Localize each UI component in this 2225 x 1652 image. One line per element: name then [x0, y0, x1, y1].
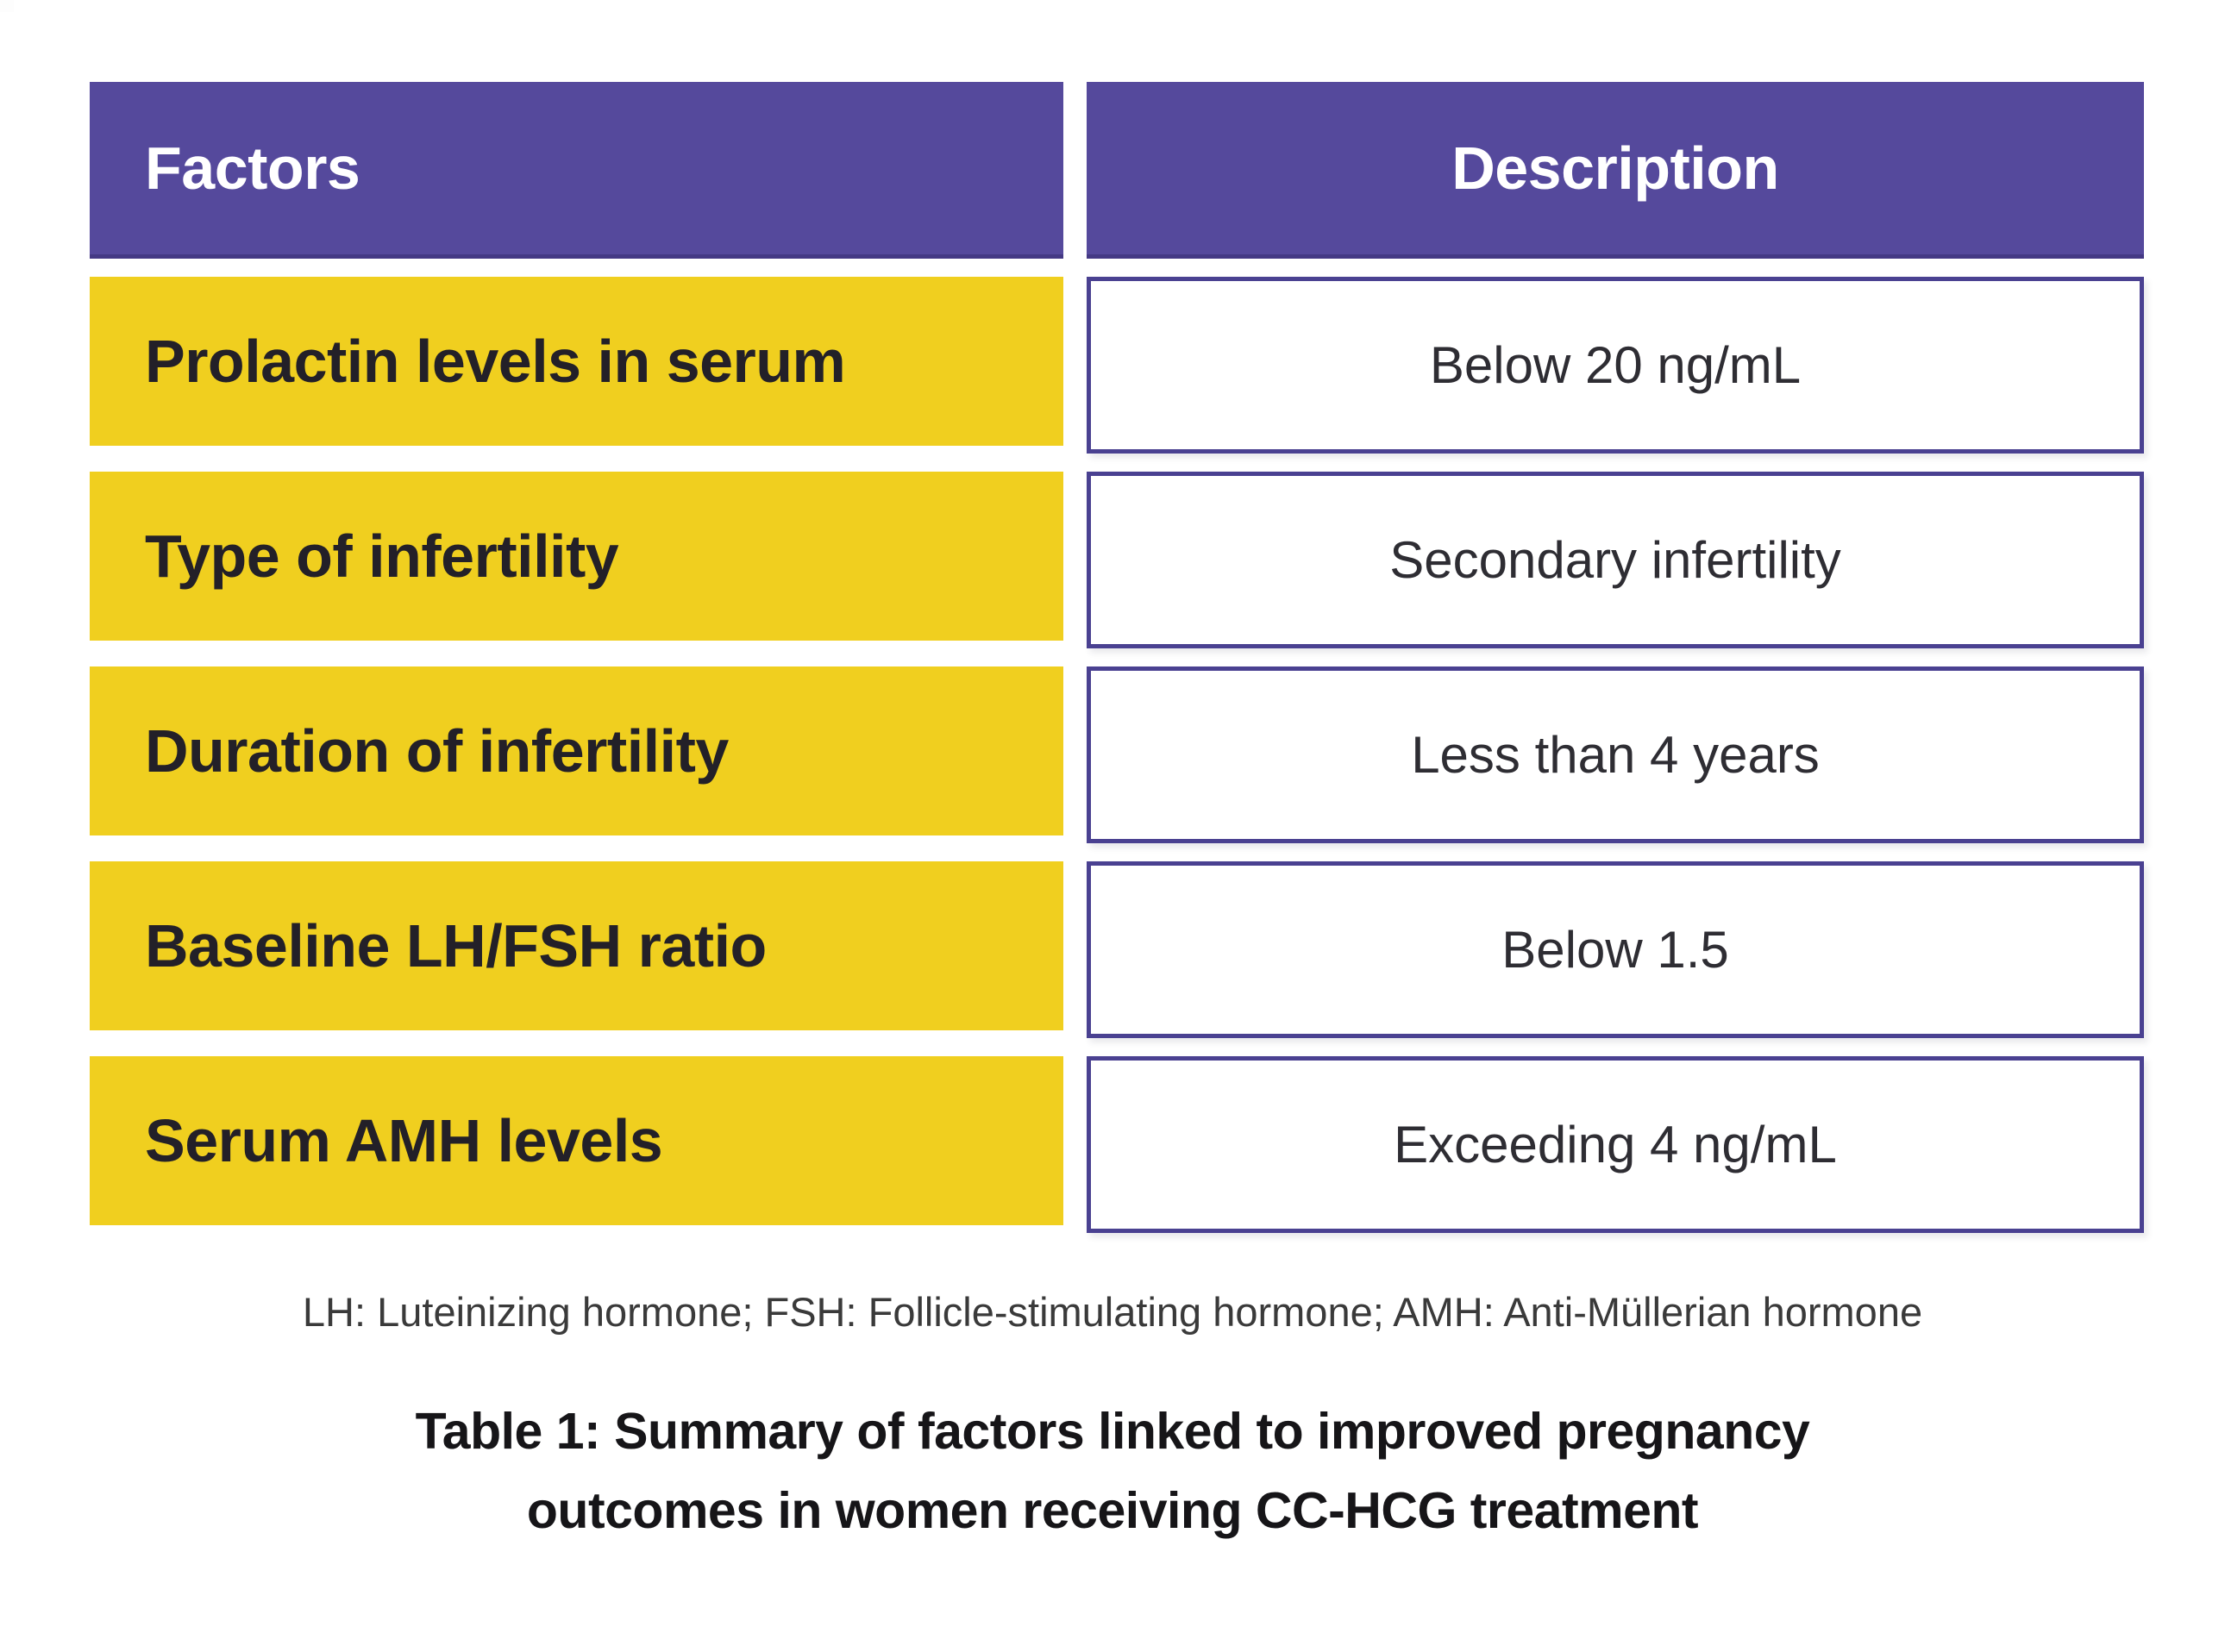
table-caption-line1: Table 1: Summary of factors linked to im…: [415, 1403, 1810, 1460]
factor-cell: Serum AMH levels: [90, 1056, 1063, 1225]
description-cell: Less than 4 years: [1087, 666, 2144, 843]
table-header-row: Factors Description: [90, 82, 2144, 259]
table-row: Prolactin levels in serum Below 20 ng/mL: [90, 277, 2144, 454]
factor-cell: Duration of infertility: [90, 666, 1063, 835]
description-cell: Exceeding 4 ng/mL: [1087, 1056, 2144, 1233]
table-row: Type of infertility Secondary infertilit…: [90, 472, 2144, 648]
description-cell: Below 20 ng/mL: [1087, 277, 2144, 454]
description-cell: Secondary infertility: [1087, 472, 2144, 648]
table-row: Baseline LH/FSH ratio Below 1.5: [90, 861, 2144, 1038]
header-cell-description: Description: [1087, 82, 2144, 259]
factor-cell: Type of infertility: [90, 472, 1063, 641]
table-row: Serum AMH levels Exceeding 4 ng/mL: [90, 1056, 2144, 1233]
header-cell-factors: Factors: [90, 82, 1063, 259]
description-cell: Below 1.5: [1087, 861, 2144, 1038]
table-caption-line2: outcomes in women receiving CC-HCG treat…: [526, 1482, 1699, 1539]
factor-cell: Baseline LH/FSH ratio: [90, 861, 1063, 1030]
corner-artifact: [0, 0, 14, 12]
table-caption: Table 1: Summary of factors linked to im…: [0, 1392, 2225, 1550]
abbreviations-footnote: LH: Luteinizing hormone; FSH: Follicle-s…: [302, 1289, 1923, 1335]
table-row: Duration of infertility Less than 4 year…: [90, 666, 2144, 843]
factor-cell: Prolactin levels in serum: [90, 277, 1063, 446]
factors-table: Factors Description Prolactin levels in …: [90, 82, 2144, 1233]
